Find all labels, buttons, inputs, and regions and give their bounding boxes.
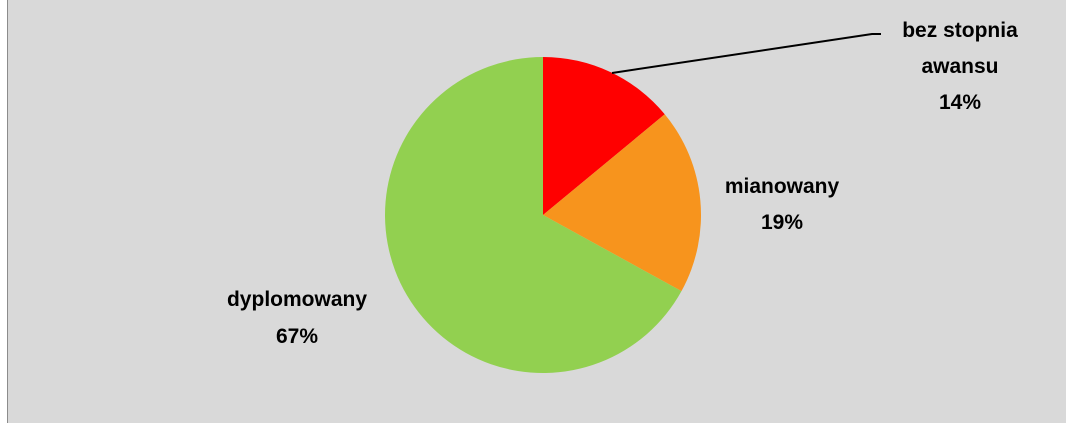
pie-slice-mianowany [543, 114, 702, 292]
pie-slice-dyplomowany [385, 57, 682, 373]
slice-percent-bez-stopnia: 14% [939, 91, 981, 114]
pie-slices [385, 57, 702, 373]
pie-slice-bez-stopnia-awansu [543, 57, 665, 215]
slice-percent-dyplomowany: 67% [276, 325, 318, 348]
slice-label-dyplomowany: dyplomowany [227, 288, 367, 311]
slice-label-mianowany: mianowany [725, 175, 840, 198]
slice-percent-mianowany: 19% [761, 211, 803, 234]
slice-label-bez-stopnia-line2: awansu [921, 55, 998, 78]
slice-label-bez-stopnia-line1: bez stopnia [902, 19, 1018, 42]
leader-line [611, 33, 881, 74]
